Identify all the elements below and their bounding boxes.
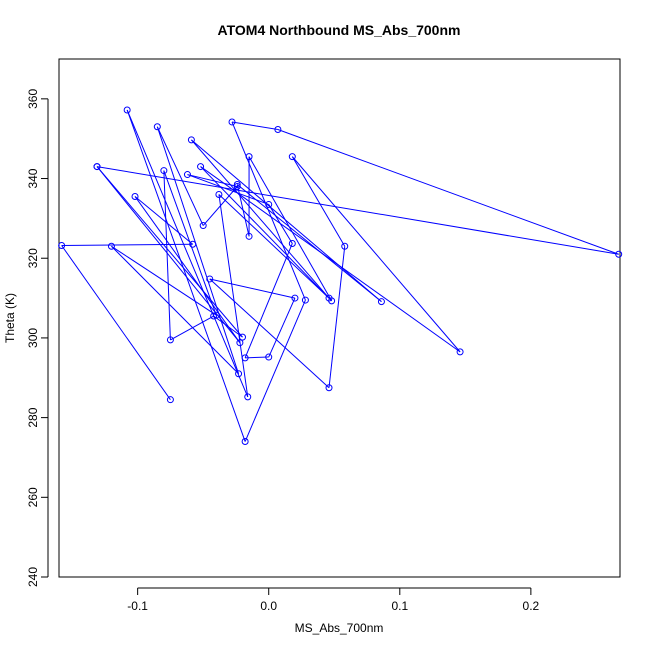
data-point <box>233 183 241 191</box>
data-point <box>131 192 139 200</box>
x-tick-label: -0.1 <box>127 599 148 613</box>
data-point <box>123 106 131 114</box>
series-segment <box>111 245 239 375</box>
series-segment <box>126 109 246 442</box>
data-point <box>245 232 253 240</box>
chart-title: ATOM4 Northbound MS_Abs_700nm <box>218 22 461 38</box>
series-segment <box>200 166 461 353</box>
data-point <box>166 396 174 404</box>
series-segment <box>96 166 243 338</box>
x-axis-label: MS_Abs_700nm <box>295 621 384 635</box>
plot-frame <box>58 58 621 578</box>
data-point <box>215 190 223 198</box>
series-segment <box>244 243 293 359</box>
data-point <box>239 333 247 341</box>
series-segment <box>231 121 306 301</box>
series-segment <box>245 356 269 359</box>
series-segment <box>111 245 217 316</box>
series-segment <box>156 126 204 226</box>
series-segment <box>244 299 306 442</box>
data-point <box>189 240 197 248</box>
data-point <box>107 242 115 250</box>
series-segment <box>134 196 194 245</box>
series-segment <box>248 156 333 302</box>
data-point <box>325 384 333 392</box>
data-point <box>241 438 249 446</box>
data-point <box>301 296 309 304</box>
series-segment <box>96 166 619 255</box>
data-point <box>58 241 66 249</box>
series-segment <box>218 194 249 397</box>
y-tick-label: 360 <box>26 89 40 109</box>
data-point <box>456 348 464 356</box>
data-point <box>377 298 385 306</box>
series-segment <box>126 109 249 398</box>
series-segment <box>291 156 461 353</box>
series-segment <box>61 245 171 400</box>
data-point <box>153 123 161 131</box>
data-point <box>235 370 243 378</box>
data-point <box>160 167 168 175</box>
series-segment <box>268 297 296 358</box>
series-segment <box>231 121 278 131</box>
series-lines <box>61 109 619 442</box>
data-point <box>187 136 195 144</box>
series-segment <box>96 166 241 344</box>
data-point <box>265 353 273 361</box>
data-point <box>212 311 220 319</box>
data-point <box>341 242 349 250</box>
data-point <box>288 239 296 247</box>
x-tick-label: 0.0 <box>260 599 277 613</box>
data-point <box>197 163 205 171</box>
data-point <box>166 336 174 344</box>
data-point <box>615 250 623 258</box>
x-axis: -0.1 0.0 0.1 0.2 <box>127 587 540 613</box>
series-segment <box>187 174 238 187</box>
series-segment <box>156 126 240 374</box>
series-segment <box>191 139 382 303</box>
data-point <box>233 181 241 189</box>
series-segment <box>277 129 619 255</box>
series-segment <box>209 278 330 389</box>
data-point <box>265 200 273 208</box>
y-tick-label: 240 <box>26 567 40 587</box>
series-segment <box>209 278 296 299</box>
series-segment <box>213 315 243 338</box>
data-point <box>291 294 299 302</box>
series-segment <box>291 156 346 247</box>
y-tick-label: 340 <box>26 168 40 188</box>
data-point <box>228 118 236 126</box>
data-point <box>236 339 244 347</box>
series-segment <box>218 194 330 299</box>
data-point <box>245 153 253 161</box>
y-axis-label: Theta (K) <box>3 293 17 343</box>
series-segment <box>134 196 241 343</box>
data-point <box>325 294 333 302</box>
y-tick-label: 320 <box>26 248 40 268</box>
x-tick-label: 0.1 <box>391 599 408 613</box>
series-points <box>58 106 623 446</box>
data-point <box>288 153 296 161</box>
y-tick-label: 300 <box>26 328 40 348</box>
x-tick-label: 0.2 <box>523 599 540 613</box>
data-point <box>199 222 207 230</box>
series-segment <box>191 139 330 299</box>
y-tick-label: 280 <box>26 407 40 427</box>
y-tick-label: 260 <box>26 487 40 507</box>
data-point <box>241 354 249 362</box>
data-point <box>183 171 191 179</box>
data-point <box>93 163 101 171</box>
y-axis: 240 260 280 300 320 340 360 <box>26 89 49 587</box>
data-point <box>206 275 214 283</box>
series-segment <box>61 243 193 246</box>
data-point <box>274 126 282 134</box>
series-segment <box>236 184 382 303</box>
data-point <box>244 393 252 401</box>
series-segment <box>200 166 332 302</box>
series-segment <box>170 315 214 341</box>
series-segment <box>236 184 250 237</box>
